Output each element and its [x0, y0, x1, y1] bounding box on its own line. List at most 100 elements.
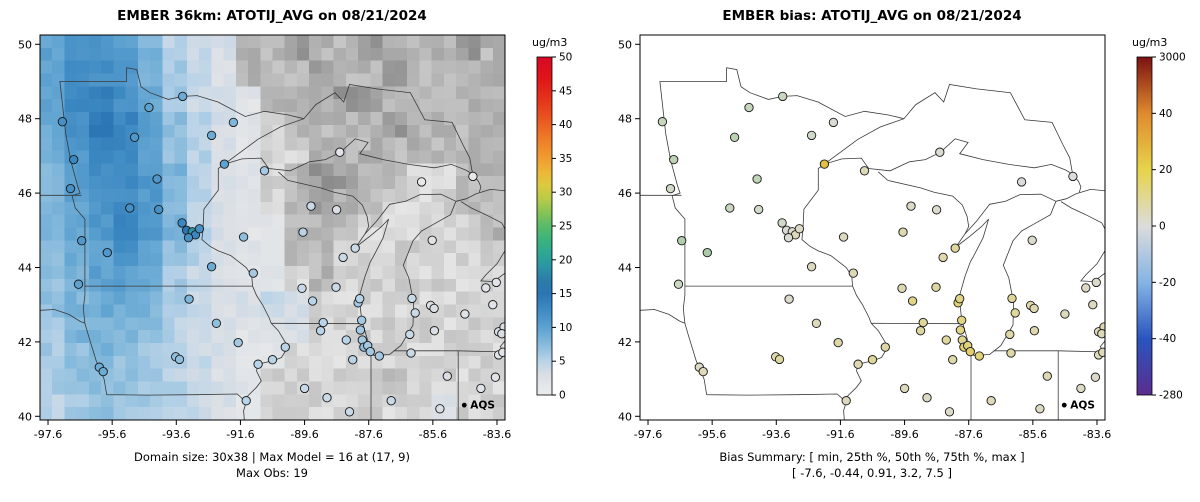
- raster-cell: [260, 86, 273, 100]
- raster-cell: [137, 394, 151, 408]
- raster-cell: [174, 163, 188, 177]
- raster-cell: [456, 47, 469, 62]
- raster-cell: [248, 35, 261, 49]
- raster-cell: [125, 189, 139, 203]
- raster-cell: [407, 163, 420, 177]
- raster-cell: [137, 137, 151, 151]
- raster-cell: [345, 47, 359, 62]
- bias-point: [777, 218, 787, 228]
- raster-cell: [125, 47, 139, 62]
- raster-cell: [211, 240, 224, 254]
- raster-cell: [150, 355, 163, 370]
- raster-cell: [382, 137, 396, 151]
- raster-cell: [101, 381, 114, 395]
- raster-cell: [456, 291, 469, 305]
- raster-cell: [321, 214, 335, 228]
- raster-cell: [492, 189, 505, 203]
- raster-cell: [162, 330, 176, 344]
- raster-cell: [235, 137, 249, 151]
- raster-cell: [235, 73, 249, 87]
- raster-cell: [211, 381, 224, 395]
- raster-cell: [260, 227, 273, 241]
- bias-point: [931, 205, 942, 215]
- aqs-legend-dot-icon: [1061, 402, 1067, 408]
- raster-cell: [394, 355, 408, 370]
- raster-cell: [480, 330, 494, 344]
- raster-cell: [370, 137, 384, 151]
- x-tick-label: -97.6: [34, 428, 62, 441]
- raster-cell: [125, 330, 139, 344]
- raster-cell: [382, 330, 396, 344]
- bias-point: [665, 183, 676, 194]
- obs-point: [297, 283, 307, 293]
- raster-cell: [382, 253, 396, 267]
- raster-cell: [456, 201, 469, 216]
- raster-cell: [150, 266, 163, 280]
- raster-cell: [309, 253, 322, 267]
- raster-cell: [456, 86, 469, 100]
- raster-cell: [52, 266, 65, 280]
- raster-cell: [358, 278, 371, 293]
- raster-cell: [137, 47, 151, 62]
- raster-cell: [64, 86, 78, 100]
- raster-cell: [88, 150, 102, 164]
- raster-cell: [199, 35, 212, 49]
- raster-cell: [272, 201, 286, 216]
- raster-cell: [125, 253, 139, 267]
- bias-point: [1035, 404, 1045, 414]
- raster-cell: [407, 266, 420, 280]
- raster-cell: [223, 201, 237, 216]
- raster-cell: [394, 86, 408, 100]
- raster-cell: [125, 60, 139, 74]
- raster-cell: [407, 278, 420, 293]
- raster-cell: [345, 266, 359, 280]
- raster-cell: [113, 407, 127, 420]
- raster-cell: [211, 35, 224, 49]
- raster-cell: [407, 394, 420, 408]
- raster-cell: [88, 278, 102, 293]
- state-and-lake-outlines: [40, 67, 505, 420]
- raster-cell: [394, 73, 408, 87]
- raster-cell: [235, 86, 249, 100]
- raster-cell: [88, 253, 102, 267]
- raster-cell: [333, 189, 347, 203]
- raster-cell: [248, 343, 261, 357]
- bias-point: [673, 279, 684, 289]
- raster-cell: [468, 330, 481, 344]
- state-or-lake-outline: [455, 188, 505, 202]
- state-or-lake-outline: [355, 193, 457, 356]
- raster-cell: [40, 240, 53, 254]
- raster-cell: [260, 317, 273, 331]
- raster-cell: [52, 47, 65, 62]
- raster-cell: [284, 394, 298, 408]
- raster-cell: [64, 355, 78, 370]
- raster-cell: [223, 137, 237, 151]
- raster-cell: [309, 35, 322, 49]
- raster-cell: [64, 47, 78, 62]
- raster-cell: [125, 240, 139, 254]
- raster-cell: [174, 304, 188, 318]
- raster-cell: [419, 73, 432, 87]
- obs-point: [498, 347, 505, 357]
- raster-cell: [64, 330, 78, 344]
- raster-cell: [333, 368, 347, 382]
- raster-cell: [88, 343, 102, 357]
- raster-cell: [223, 317, 237, 331]
- raster-cell: [174, 150, 188, 164]
- raster-cell: [101, 47, 114, 62]
- raster-cell: [52, 35, 65, 49]
- raster-cell: [284, 355, 298, 370]
- raster-cell: [52, 124, 65, 139]
- raster-cell: [492, 394, 505, 408]
- raster-cell: [150, 137, 163, 151]
- obs-point: [410, 308, 420, 318]
- raster-cell: [199, 381, 212, 395]
- raster-cell: [284, 201, 298, 216]
- raster-cell: [370, 253, 384, 267]
- raster-cell: [309, 368, 322, 382]
- raster-cell: [199, 368, 212, 382]
- raster-cell: [137, 407, 151, 420]
- obs-point: [206, 262, 217, 272]
- raster-cell: [76, 201, 90, 216]
- raster-cell: [345, 112, 359, 126]
